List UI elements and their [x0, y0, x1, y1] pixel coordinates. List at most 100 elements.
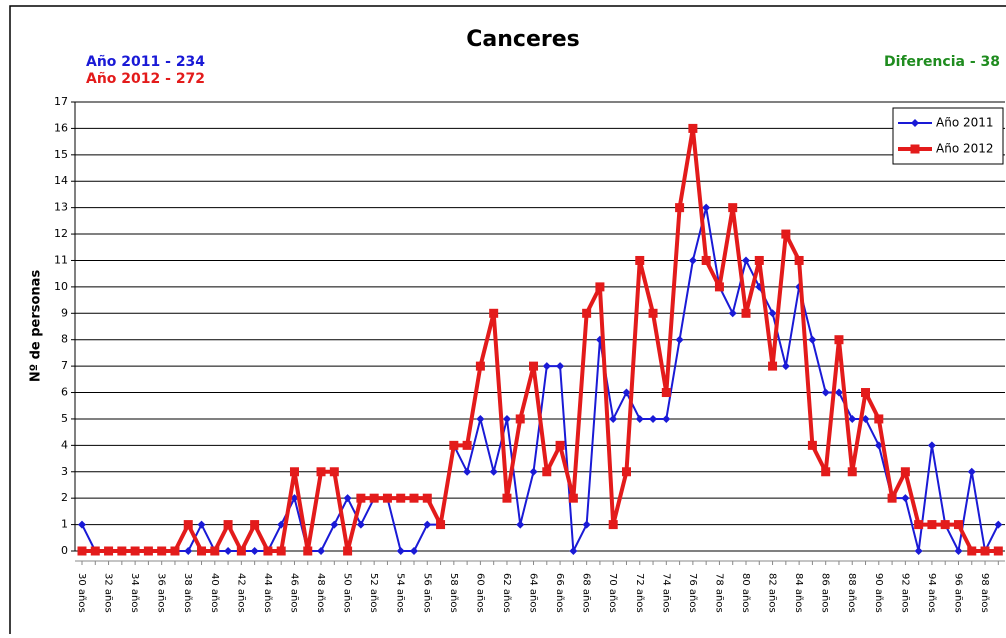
data-point — [794, 255, 804, 265]
data-point — [622, 388, 631, 397]
data-point — [609, 414, 618, 423]
data-point — [781, 362, 790, 371]
data-point — [303, 546, 313, 556]
data-point — [874, 441, 883, 450]
data-point — [754, 255, 764, 265]
data-point — [927, 441, 936, 450]
data-point — [277, 520, 286, 529]
data-point — [130, 546, 140, 556]
data-point — [436, 520, 446, 530]
data-point — [900, 467, 910, 477]
data-point — [714, 282, 724, 292]
y-tick-label: 10 — [54, 280, 68, 293]
data-point — [954, 547, 963, 555]
data-point — [781, 229, 791, 239]
data-point — [224, 547, 233, 555]
annotation: Año 2012 - 272 — [86, 71, 205, 87]
x-tick-label: 40 años — [209, 573, 220, 613]
annotation: Año 2011 - 234 — [86, 54, 205, 70]
data-point — [184, 547, 193, 555]
data-point — [356, 520, 365, 529]
data-point — [157, 546, 167, 556]
y-tick-label: 12 — [54, 227, 68, 240]
data-point — [742, 256, 750, 265]
data-point — [874, 414, 884, 424]
y-tick-label: 14 — [54, 174, 68, 187]
x-tick-label: 72 años — [634, 573, 645, 613]
x-tick-label: 32 años — [103, 573, 114, 613]
data-point — [343, 546, 353, 556]
data-point — [834, 388, 843, 397]
data-point — [78, 520, 86, 529]
data-point — [489, 467, 498, 476]
x-tick-label: 88 años — [846, 573, 857, 613]
chart-title: Canceres — [466, 27, 579, 52]
data-point — [143, 546, 153, 556]
data-point — [728, 309, 737, 318]
data-point — [582, 308, 592, 318]
data-point — [250, 520, 260, 530]
chart-frame — [9, 5, 1006, 638]
data-point — [940, 520, 950, 530]
data-point — [595, 282, 605, 292]
data-point — [104, 546, 114, 556]
legend-box — [892, 107, 1004, 165]
y-tick-label: 13 — [54, 201, 68, 214]
y-tick-label: 7 — [61, 359, 68, 372]
data-point — [688, 123, 698, 133]
data-point — [449, 440, 459, 450]
series-line — [82, 126, 999, 553]
x-tick-label: 86 años — [820, 573, 831, 613]
data-point — [329, 467, 339, 477]
data-point — [847, 467, 857, 477]
data-point — [967, 546, 977, 556]
data-point — [542, 467, 552, 477]
x-tick-label: 44 años — [262, 573, 273, 613]
data-point — [197, 520, 206, 529]
data-point — [515, 414, 525, 424]
data-point — [807, 440, 817, 450]
x-tick-label: 90 años — [873, 573, 884, 613]
data-point — [927, 520, 937, 530]
data-point — [741, 308, 751, 318]
x-tick-label: 46 años — [288, 573, 299, 613]
data-point — [728, 203, 738, 213]
data-point — [635, 255, 645, 265]
annotation: Diferencia - 38 — [884, 54, 1000, 70]
data-point — [701, 255, 711, 265]
data-point — [887, 493, 897, 503]
data-point — [210, 546, 220, 556]
y-tick-label: 11 — [54, 253, 68, 266]
data-point — [993, 546, 1003, 556]
data-point — [821, 467, 831, 477]
x-tick-label: 60 años — [474, 573, 485, 613]
x-tick-label: 30 años — [76, 573, 87, 613]
x-tick-label: 66 años — [554, 573, 565, 613]
x-tick-label: 58 años — [448, 573, 459, 613]
data-point — [967, 467, 976, 476]
data-point — [316, 467, 326, 477]
data-point — [529, 467, 538, 476]
data-point — [768, 361, 778, 371]
data-point — [462, 440, 472, 450]
x-tick-label: 92 años — [899, 573, 910, 613]
x-tick-label: 68 años — [581, 573, 592, 613]
y-tick-label: 8 — [61, 333, 68, 346]
data-point — [911, 119, 919, 127]
x-tick-label: 94 años — [926, 573, 937, 613]
data-point — [369, 493, 379, 503]
series — [77, 123, 1003, 556]
data-point — [980, 546, 990, 556]
data-point — [661, 388, 671, 398]
data-point — [555, 440, 565, 450]
data-point — [910, 144, 920, 154]
data-point — [582, 520, 591, 529]
data-point — [834, 335, 844, 345]
y-axis-label: Nº de personas — [29, 270, 44, 383]
x-tick-label: 80 años — [740, 573, 751, 613]
data-point — [263, 546, 273, 556]
data-point — [994, 520, 1003, 529]
data-point — [317, 547, 326, 555]
y-tick-label: 2 — [61, 491, 68, 504]
